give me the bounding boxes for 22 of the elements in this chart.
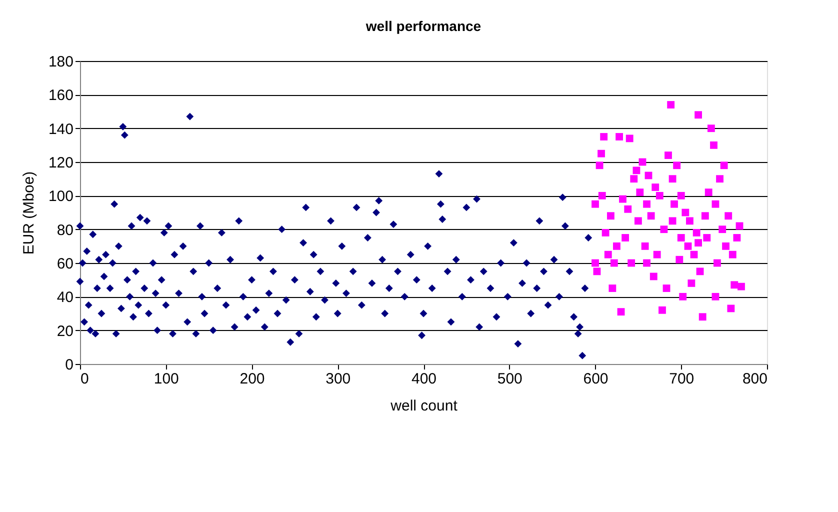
y-tick-label: 120: [48, 154, 74, 172]
x-tick-label: 100: [154, 370, 179, 388]
x-tick-label: 600: [583, 370, 608, 388]
x-tick-label: 500: [497, 370, 522, 388]
x-tick-label: 0: [80, 370, 89, 388]
chart-title: well performance: [364, 18, 482, 34]
y-tick-label: 0: [65, 356, 74, 374]
x-tick-label: 800: [742, 370, 768, 388]
y-tick-label: 40: [56, 289, 74, 306]
y-tick-label: 180: [48, 54, 74, 70]
x-tick-label: 700: [669, 370, 694, 388]
x-tick-label: 300: [326, 370, 351, 388]
y-axis-title: EUR (Mboe): [20, 171, 38, 255]
x-axis-title: well count: [390, 398, 458, 414]
x-tick-label: 200: [240, 370, 265, 388]
y-tick-label: 80: [56, 222, 74, 239]
y-tick-label: 20: [56, 322, 74, 340]
y-tick-label: 100: [48, 188, 74, 206]
y-tick-label: 160: [48, 87, 74, 104]
y-tick-label: 140: [48, 120, 74, 138]
y-tick-label: 60: [56, 256, 74, 272]
x-tick-label: 400: [411, 370, 437, 388]
